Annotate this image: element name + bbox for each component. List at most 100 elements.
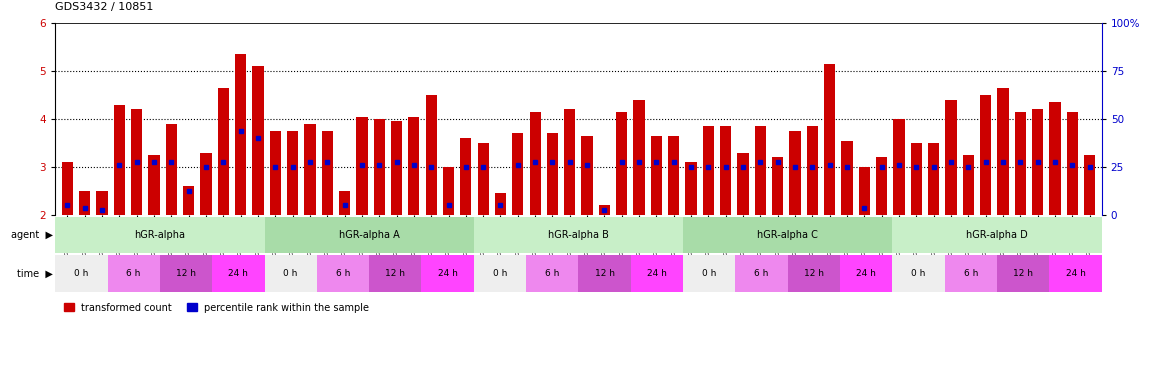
- Bar: [288, 131, 298, 215]
- Bar: [683, 255, 736, 292]
- Text: 6 h: 6 h: [545, 269, 560, 278]
- Bar: [339, 191, 351, 215]
- Bar: [631, 255, 683, 292]
- Bar: [421, 255, 474, 292]
- Text: 6 h: 6 h: [336, 269, 351, 278]
- Text: hGR-alpha C: hGR-alpha C: [758, 230, 818, 240]
- Bar: [166, 124, 177, 215]
- Bar: [892, 255, 945, 292]
- Bar: [494, 194, 506, 215]
- Bar: [512, 134, 523, 215]
- Bar: [582, 136, 592, 215]
- Text: 6 h: 6 h: [964, 269, 978, 278]
- Bar: [55, 217, 264, 253]
- Text: 0 h: 0 h: [702, 269, 716, 278]
- Text: agent  ▶: agent ▶: [10, 230, 53, 240]
- Text: GDS3432 / 10851: GDS3432 / 10851: [55, 2, 154, 12]
- Bar: [252, 66, 263, 215]
- Text: 6 h: 6 h: [754, 269, 769, 278]
- Text: 0 h: 0 h: [284, 269, 298, 278]
- Bar: [62, 162, 72, 215]
- Bar: [825, 64, 835, 215]
- Text: 0 h: 0 h: [75, 269, 89, 278]
- Text: hGR-alpha A: hGR-alpha A: [339, 230, 399, 240]
- Bar: [894, 119, 905, 215]
- Bar: [527, 255, 578, 292]
- Bar: [183, 186, 194, 215]
- Bar: [565, 109, 575, 215]
- Text: 12 h: 12 h: [176, 269, 196, 278]
- Bar: [806, 126, 818, 215]
- Bar: [840, 255, 892, 292]
- Bar: [131, 109, 143, 215]
- Bar: [317, 255, 369, 292]
- Bar: [1032, 109, 1043, 215]
- Bar: [842, 141, 852, 215]
- Bar: [599, 205, 610, 215]
- Bar: [788, 255, 840, 292]
- Bar: [876, 157, 888, 215]
- Bar: [443, 167, 454, 215]
- Bar: [737, 153, 749, 215]
- Bar: [200, 153, 212, 215]
- Bar: [529, 112, 540, 215]
- Text: hGR-alpha B: hGR-alpha B: [549, 230, 608, 240]
- Bar: [1084, 155, 1095, 215]
- Bar: [703, 126, 714, 215]
- Text: 12 h: 12 h: [1013, 269, 1033, 278]
- Bar: [213, 255, 264, 292]
- Bar: [79, 191, 91, 215]
- Bar: [668, 136, 680, 215]
- Bar: [369, 255, 421, 292]
- Bar: [578, 255, 631, 292]
- Bar: [305, 124, 315, 215]
- Bar: [945, 255, 997, 292]
- Bar: [114, 105, 125, 215]
- Bar: [235, 54, 246, 215]
- Bar: [217, 88, 229, 215]
- Bar: [426, 95, 437, 215]
- Bar: [97, 191, 108, 215]
- Bar: [892, 217, 1102, 253]
- Bar: [1066, 112, 1078, 215]
- Bar: [264, 255, 317, 292]
- Text: 24 h: 24 h: [647, 269, 667, 278]
- Bar: [928, 143, 940, 215]
- Text: 12 h: 12 h: [595, 269, 614, 278]
- Bar: [980, 95, 991, 215]
- Text: 0 h: 0 h: [493, 269, 507, 278]
- Bar: [269, 131, 281, 215]
- Bar: [651, 136, 662, 215]
- Bar: [945, 100, 957, 215]
- Bar: [474, 255, 527, 292]
- Bar: [911, 143, 922, 215]
- Bar: [997, 255, 1050, 292]
- Text: 24 h: 24 h: [857, 269, 876, 278]
- Bar: [477, 143, 489, 215]
- Bar: [55, 255, 108, 292]
- Bar: [997, 88, 1009, 215]
- Bar: [474, 217, 683, 253]
- Legend: transformed count, percentile rank within the sample: transformed count, percentile rank withi…: [60, 299, 373, 316]
- Bar: [685, 162, 697, 215]
- Bar: [772, 157, 783, 215]
- Text: hGR-alpha: hGR-alpha: [135, 230, 185, 240]
- Bar: [408, 117, 420, 215]
- Text: hGR-alpha D: hGR-alpha D: [966, 230, 1028, 240]
- Text: 12 h: 12 h: [804, 269, 823, 278]
- Bar: [859, 167, 869, 215]
- Text: 24 h: 24 h: [229, 269, 248, 278]
- Text: 24 h: 24 h: [438, 269, 458, 278]
- Bar: [789, 131, 800, 215]
- Bar: [683, 217, 892, 253]
- Bar: [547, 134, 558, 215]
- Bar: [356, 117, 368, 215]
- Bar: [720, 126, 731, 215]
- Bar: [160, 255, 213, 292]
- Bar: [963, 155, 974, 215]
- Bar: [1049, 102, 1060, 215]
- Text: time  ▶: time ▶: [17, 268, 53, 279]
- Text: 12 h: 12 h: [385, 269, 405, 278]
- Bar: [1014, 112, 1026, 215]
- Bar: [391, 121, 402, 215]
